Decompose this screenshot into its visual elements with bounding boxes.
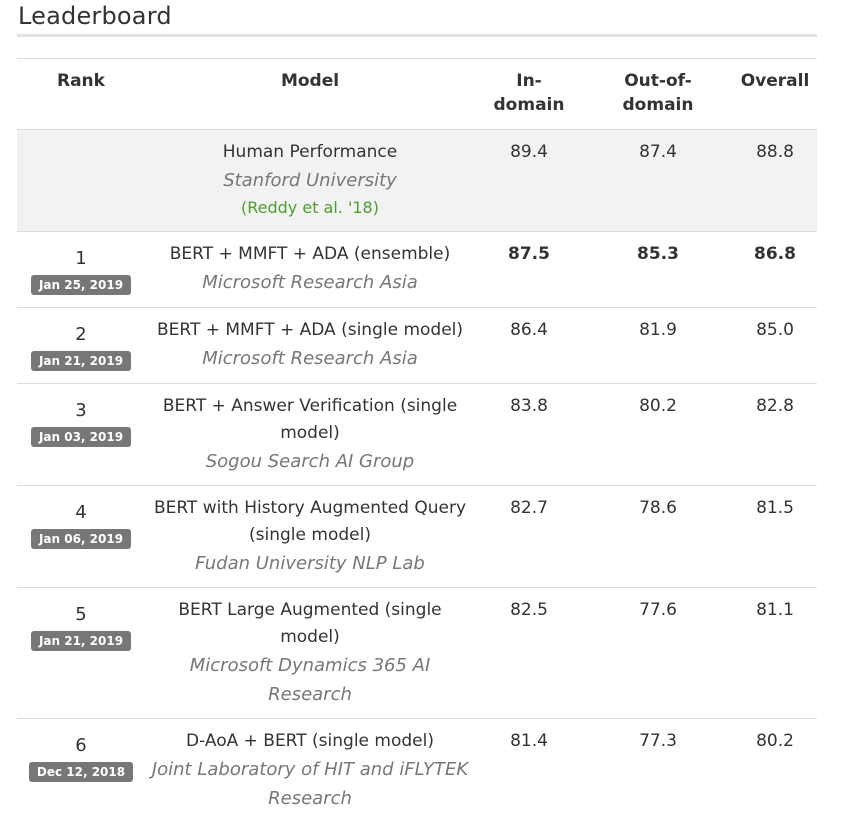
overall-score: 86.8	[733, 232, 817, 308]
model-cell: D-AoA + BERT (single model)Joint Laborat…	[145, 719, 475, 822]
date-badge: Jan 25, 2019	[31, 275, 131, 295]
table-row: 5 Jan 21, 2019 BERT Large Augmented (singl…	[17, 588, 817, 719]
table-row: 6 Dec 12, 2018 D-AoA + BERT (single model)…	[17, 719, 817, 822]
human-out-of-domain: 87.4	[583, 130, 733, 232]
model-cell: BERT Large Augmented (single model)Micro…	[145, 588, 475, 719]
leaderboard-table: Rank Model In-domain Out-of-domain Overa…	[17, 58, 817, 822]
in-domain-score: 86.4	[475, 308, 583, 384]
human-rank-cell	[17, 130, 145, 232]
rank-cell: 4 Jan 06, 2019	[17, 486, 145, 588]
rank-number: 6	[23, 734, 139, 758]
page-title: Leaderboard	[18, 2, 172, 30]
model-cell: BERT + MMFT + ADA (ensemble)Microsoft Re…	[145, 232, 475, 308]
model-name: BERT + MMFT + ADA (single model)	[151, 317, 469, 344]
in-domain-score: 82.7	[475, 486, 583, 588]
model-header: Model	[145, 59, 475, 130]
table-row: 2 Jan 21, 2019 BERT + MMFT + ADA (single m…	[17, 308, 817, 384]
model-name: BERT Large Augmented (single model)	[151, 597, 469, 651]
rank-cell: 6 Dec 12, 2018	[17, 719, 145, 822]
human-model-cell: Human Performance Stanford University (R…	[145, 130, 475, 232]
date-badge: Jan 21, 2019	[31, 631, 131, 651]
header-row: Rank Model In-domain Out-of-domain Overa…	[17, 59, 817, 130]
rank-number: 5	[23, 603, 139, 627]
human-in-domain: 89.4	[475, 130, 583, 232]
out-of-domain-score: 77.6	[583, 588, 733, 719]
out-of-domain-score: 81.9	[583, 308, 733, 384]
in-domain-score: 87.5	[475, 232, 583, 308]
out-of-domain-score: 85.3	[583, 232, 733, 308]
human-reference-link[interactable]: (Reddy et al. '18)	[151, 195, 469, 221]
table-row: 3 Jan 03, 2019 BERT + Answer Verification …	[17, 384, 817, 486]
rank-number: 3	[23, 399, 139, 423]
overall-score: 81.5	[733, 486, 817, 588]
out-of-domain-score: 78.6	[583, 486, 733, 588]
overall-score: 81.1	[733, 588, 817, 719]
rank-cell: 2 Jan 21, 2019	[17, 308, 145, 384]
in-domain-score: 82.5	[475, 588, 583, 719]
rank-number: 2	[23, 323, 139, 347]
rank-number: 4	[23, 501, 139, 525]
date-badge: Jan 06, 2019	[31, 529, 131, 549]
table-row: 4 Jan 06, 2019 BERT with History Augmented…	[17, 486, 817, 588]
rank-header: Rank	[17, 59, 145, 130]
out-of-domain-header: Out-of-domain	[583, 59, 733, 130]
model-organization: Microsoft Research Asia	[151, 344, 469, 373]
rank-cell: 3 Jan 03, 2019	[17, 384, 145, 486]
rank-cell: 5 Jan 21, 2019	[17, 588, 145, 719]
in-domain-score: 83.8	[475, 384, 583, 486]
model-name: BERT + Answer Verification (single model…	[151, 393, 469, 447]
human-model-name: Human Performance	[151, 139, 469, 166]
title-divider	[17, 34, 817, 37]
rank-number: 1	[23, 247, 139, 271]
date-badge: Jan 21, 2019	[31, 351, 131, 371]
in-domain-score: 81.4	[475, 719, 583, 822]
human-org: Stanford University	[151, 166, 469, 195]
model-cell: BERT + MMFT + ADA (single model)Microsof…	[145, 308, 475, 384]
model-organization: Sogou Search AI Group	[151, 447, 469, 476]
human-overall: 88.8	[733, 130, 817, 232]
model-cell: BERT + Answer Verification (single model…	[145, 384, 475, 486]
in-domain-header: In-domain	[475, 59, 583, 130]
date-badge: Jan 03, 2019	[31, 427, 131, 447]
model-organization: Fudan University NLP Lab	[151, 549, 469, 578]
model-organization: Joint Laboratory of HIT and iFLYTEK Rese…	[151, 755, 469, 813]
model-organization: Microsoft Dynamics 365 AI Research	[151, 651, 469, 709]
model-name: BERT + MMFT + ADA (ensemble)	[151, 241, 469, 268]
date-badge: Dec 12, 2018	[29, 762, 133, 782]
out-of-domain-score: 80.2	[583, 384, 733, 486]
overall-score: 80.2	[733, 719, 817, 822]
out-of-domain-score: 77.3	[583, 719, 733, 822]
model-cell: BERT with History Augmented Query (singl…	[145, 486, 475, 588]
model-name: BERT with History Augmented Query (singl…	[151, 495, 469, 549]
table-row: 1 Jan 25, 2019 BERT + MMFT + ADA (ensemble…	[17, 232, 817, 308]
overall-score: 82.8	[733, 384, 817, 486]
model-organization: Microsoft Research Asia	[151, 268, 469, 297]
human-performance-row: Human Performance Stanford University (R…	[17, 130, 817, 232]
overall-score: 85.0	[733, 308, 817, 384]
rank-cell: 1 Jan 25, 2019	[17, 232, 145, 308]
overall-header: Overall	[733, 59, 817, 130]
model-name: D-AoA + BERT (single model)	[151, 728, 469, 755]
